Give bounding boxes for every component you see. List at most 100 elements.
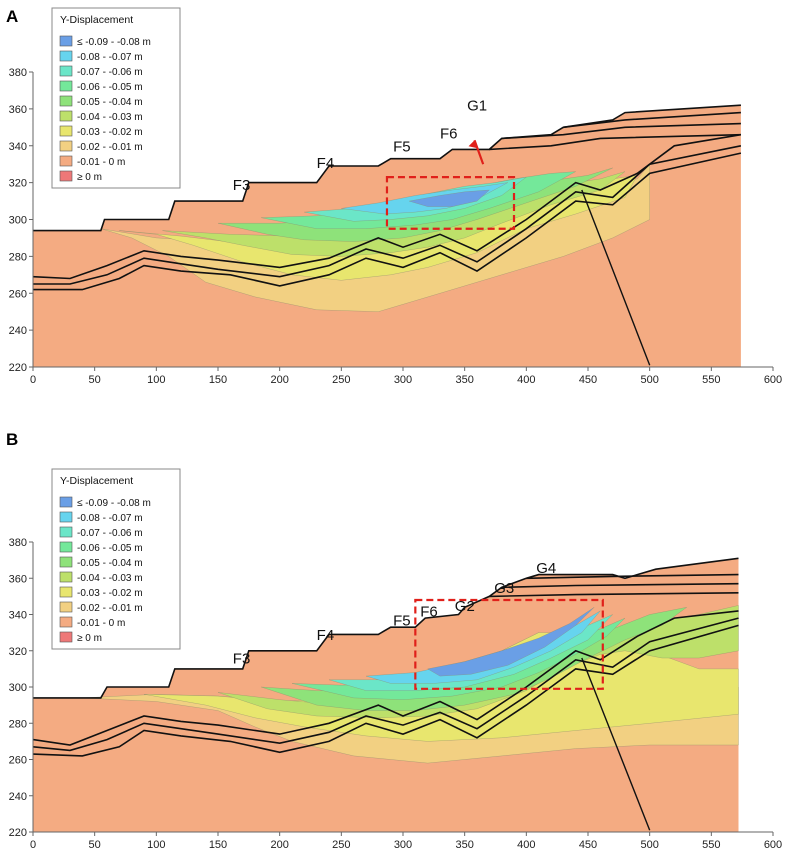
panel-b-y-tick-label: 380 — [9, 537, 27, 549]
panel-a-legend-swatch-3 — [59, 80, 73, 92]
panel-b-legend-swatch-4 — [59, 556, 73, 568]
panel-b-x-tick-label: 450 — [579, 839, 597, 851]
panel-b-x-tick-label: 500 — [640, 839, 658, 851]
panel-a-label-f6: F6 — [440, 125, 458, 142]
panel-b-x-tick-label: 100 — [147, 839, 165, 851]
panel-a-annotations: F3 F4 F5 F6 G1 — [233, 98, 487, 194]
panel-b-axes: 0 50 100 150 200 250 300 350 400 450 500 550 600 220 2… — [9, 537, 783, 851]
panel-a-legend-swatch-4 — [59, 95, 73, 107]
panel-a-label-f5: F5 — [393, 138, 411, 155]
panel-b-y-tick-label: 340 — [9, 610, 27, 622]
panel-b-legend-label-5: -0.04 - -0.03 m — [77, 573, 143, 584]
panel-a-legend-label-5: -0.04 - -0.03 m — [77, 112, 143, 123]
panel-b-legend-swatch-5 — [59, 571, 73, 583]
panel-a-plot: 0 50 100 150 200 250 300 350 400 450 500 550 600 220 2… — [9, 67, 783, 386]
panel-b-label-f5: F5 — [393, 612, 411, 629]
panel-b-legend-frame — [51, 468, 181, 650]
panel-b-plot: 0 50 100 150 200 250 300 350 400 450 500 550 600 220 2… — [9, 537, 783, 851]
panel-b-sky-fill — [33, 542, 739, 698]
panel-b-legend-label-2: -0.07 - -0.06 m — [77, 528, 143, 539]
panel-b-legend-label-9: ≥ 0 m — [77, 633, 102, 644]
panel-b-x-tick-label: 550 — [702, 839, 720, 851]
panel-a-legend-label-7: -0.02 - -0.01 m — [77, 142, 143, 153]
panel-a-legend-label-9: ≥ 0 m — [77, 172, 102, 183]
panel-a-legend-label-0: ≤ -0.09 - -0.08 m — [77, 37, 151, 48]
panel-a-fault-line — [581, 189, 651, 366]
panel-a-x-tick-label: 400 — [517, 374, 535, 386]
panel-b-label-g4: G4 — [536, 560, 556, 577]
panel-a-legend-swatch-9 — [59, 170, 73, 182]
panel-a-legend-title: Y-Displacement — [60, 14, 133, 26]
panel-b-legend-label-7: -0.02 - -0.01 m — [77, 603, 143, 614]
panel-b-legend-swatch-0 — [59, 496, 73, 508]
panel-a: A 0 50 100 150 200 250 300 350 400 450 500 550 600 22… — [6, 7, 782, 386]
panel-b-terrace-line-0 — [33, 557, 739, 699]
panel-a-y-tick-label: 300 — [9, 215, 27, 227]
panel-b-legend: Y-Displacement ≤ -0.09 - -0.08 m -0.08 - … — [51, 468, 181, 650]
panel-a-terrace-line-3 — [563, 111, 741, 129]
panel-a-legend-label-3: -0.06 - -0.05 m — [77, 82, 143, 93]
panel-b-label-g3: G3 — [494, 580, 514, 597]
panel-b-terrace-line-1 — [526, 573, 739, 580]
panel-b-legend-label-6: -0.03 - -0.02 m — [77, 588, 143, 599]
panel-a-x-tick-label: 50 — [89, 374, 101, 386]
panel-b-legend-label-8: -0.01 - 0 m — [77, 618, 125, 629]
panel-a-x-tick-label: 150 — [209, 374, 227, 386]
panel-b-terrace-line-2 — [501, 582, 739, 589]
panel-a-legend-label-2: -0.07 - -0.06 m — [77, 67, 143, 78]
panel-a-layer-line-1 — [33, 145, 742, 285]
panel-b-x-tick-label: 200 — [270, 839, 288, 851]
panel-b-legend-swatch-7 — [59, 601, 73, 613]
panel-a-axes: 0 50 100 150 200 250 300 350 400 450 500 550 600 220 2… — [9, 67, 783, 386]
panel-a-x-tick-label: 300 — [394, 374, 412, 386]
panel-a-legend-swatch-8 — [59, 155, 73, 167]
panel-b-fault-line — [581, 657, 651, 831]
panel-a-y-tick-label: 220 — [9, 362, 27, 374]
panel-a-legend-label-6: -0.03 - -0.02 m — [77, 127, 143, 138]
panel-b-highlight-box — [414, 598, 604, 690]
panel-a-y-tick-label: 320 — [9, 178, 27, 190]
panel-a-label-f3: F3 — [233, 177, 251, 194]
panel-b-layer-line-0 — [33, 610, 739, 746]
panel-a-layer-line-0 — [33, 133, 742, 280]
panel-a-arrow-head — [468, 140, 478, 149]
panel-a-x-tick-label: 500 — [640, 374, 658, 386]
panel-b-label: B — [6, 430, 18, 449]
panel-b-legend-label-1: -0.08 - -0.07 m — [77, 513, 143, 524]
panel-a-x-tick-label: 600 — [764, 374, 782, 386]
panel-a-highlight-box — [385, 175, 516, 230]
panel-b-legend-swatch-1 — [59, 511, 73, 523]
panel-a-legend-swatch-2 — [59, 65, 73, 77]
panel-b-legend-label-0: ≤ -0.09 - -0.08 m — [77, 498, 151, 509]
panel-a-legend-label-4: -0.05 - -0.04 m — [77, 97, 143, 108]
panel-a-terrace-line-1 — [489, 133, 741, 151]
panel-a-label-f4: F4 — [317, 155, 335, 172]
panel-b-x-tick-label: 0 — [30, 839, 36, 851]
panel-a-x-tick-label: 0 — [30, 374, 36, 386]
panel-a-legend-frame — [51, 7, 181, 189]
panel-b-legend-label-3: -0.06 - -0.05 m — [77, 543, 143, 554]
panel-b-legend-swatch-9 — [59, 631, 73, 643]
panel-b-y-tick-label: 280 — [9, 718, 27, 730]
panel-a-legend-swatch-7 — [59, 140, 73, 152]
panel-b-x-tick-label: 350 — [455, 839, 473, 851]
panel-a-y-tick-label: 240 — [9, 325, 27, 337]
panel-b-label-f6: F6 — [420, 603, 438, 620]
panel-b-y-tick-label: 320 — [9, 646, 27, 658]
panel-a-legend-swatch-1 — [59, 50, 73, 62]
panel-b-x-tick-label: 250 — [332, 839, 350, 851]
panel-a-y-tick-label: 260 — [9, 288, 27, 300]
panel-b-layer-line-1 — [33, 617, 739, 752]
panel-a-x-tick-label: 200 — [270, 374, 288, 386]
panel-b-contour-fills — [33, 542, 739, 832]
panel-a-x-tick-label: 350 — [455, 374, 473, 386]
panel-b-geology-lines — [33, 557, 739, 831]
panel-a-terrace-line-2 — [501, 122, 741, 140]
panel-b-y-tick-label: 240 — [9, 791, 27, 803]
panel-b-x-tick-label: 600 — [764, 839, 782, 851]
panel-b-layer-line-2 — [33, 624, 739, 757]
panel-a-legend-swatch-5 — [59, 110, 73, 122]
panel-b-x-tick-label: 150 — [209, 839, 227, 851]
panel-a-contour-fills — [33, 72, 741, 367]
